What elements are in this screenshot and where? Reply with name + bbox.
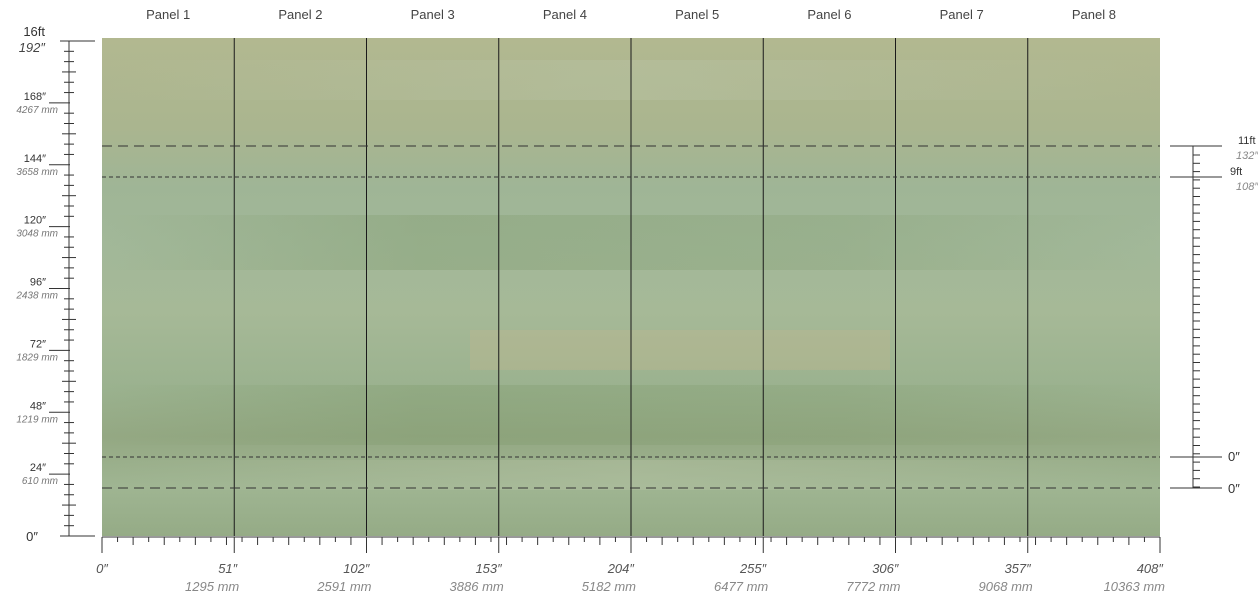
panel-label: Panel 6 [807,7,851,22]
panel-label: Panel 2 [278,7,322,22]
panel-label: Panel 4 [543,7,587,22]
left-tick-mm-label: 610 mm [22,476,58,487]
left-tick-inch-label: 24″ [30,462,46,474]
left-tick-mm-label: 3048 mm [16,229,58,240]
bottom-tick-inch-label: 153″ [475,561,502,576]
right-height-ruler: 11ft 132″ 9ft 108″ 0″ 0″ [1170,135,1258,496]
bottom-tick-mm-label: 1295 mm [185,579,239,594]
left-tick-mm-label: 4267 mm [16,105,58,116]
panel-label: Panel 5 [675,7,719,22]
bottom-tick-mm-label: 2591 mm [316,579,371,594]
bottom-tick-inch-label: 408″ [1137,561,1164,576]
right-upper-in: 132″ [1236,150,1258,162]
left-tick-mm-label: 3658 mm [16,167,58,178]
left-tick-inch-label: 120″ [24,215,46,227]
left-bottom-label: 0″ [26,529,38,544]
left-top-ft: 16ft [23,24,45,39]
bottom-tick-inch-label: 306″ [872,561,899,576]
bottom-tick-inch-label: 51″ [218,561,237,576]
right-zero-b: 0″ [1228,481,1240,496]
bottom-tick-mm-label: 5182 mm [582,579,636,594]
panel-label: Panel 1 [146,7,190,22]
left-top-in: 192″ [19,40,46,55]
bottom-tick-mm-label: 10363 mm [1104,579,1166,594]
bottom-tick-mm-label: 6477 mm [714,579,768,594]
left-tick-mm-label: 1829 mm [16,352,58,363]
bottom-tick-mm-label: 3886 mm [450,579,504,594]
bottom-width-ruler: 0″ 51″ 1295 mm 102″ 2591 mm 153″ 3886 mm 204″ 51… [96,536,1166,594]
right-upper-ft: 11ft [1238,135,1256,147]
bottom-tick-mm-label: 7772 mm [846,579,900,594]
left-tick-inch-label: 144″ [24,153,46,165]
panel-dividers [233,38,1029,536]
bottom-tick-inch-label: 255″ [739,561,767,576]
right-zero-a: 0″ [1228,449,1240,464]
right-lower-in: 108″ [1236,181,1258,193]
left-tick-inch-label: 72″ [30,338,46,350]
panel-label: Panel 3 [411,7,455,22]
left-tick-mm-label: 1219 mm [16,414,58,425]
left-tick-mm-label: 2438 mm [15,291,58,302]
bottom-tick-mm-label: 9068 mm [979,579,1033,594]
bottom-tick-inch-label: 102″ [343,561,370,576]
panel-label: Panel 8 [1072,7,1116,22]
bottom-tick-inch-label: 204″ [607,561,635,576]
bottom-tick-inch-label: 357″ [1004,561,1031,576]
bottom-tick-inch-label: 0″ [96,561,108,576]
left-height-ruler: 16ft 192″ 0″ 168″ 4267 mm 144″ 3658 mm 120″ 3… [15,24,95,544]
left-tick-inch-label: 168″ [24,91,46,103]
height-guide-lines [102,145,1160,489]
panel-label: Panel 7 [940,7,984,22]
panel-labels: Panel 1 Panel 2 Panel 3 Panel 4 Panel 5 Panel… [146,7,1116,22]
left-tick-inch-label: 48″ [30,400,46,412]
left-tick-inch-label: 96″ [30,277,46,289]
right-lower-ft: 9ft [1230,166,1242,178]
